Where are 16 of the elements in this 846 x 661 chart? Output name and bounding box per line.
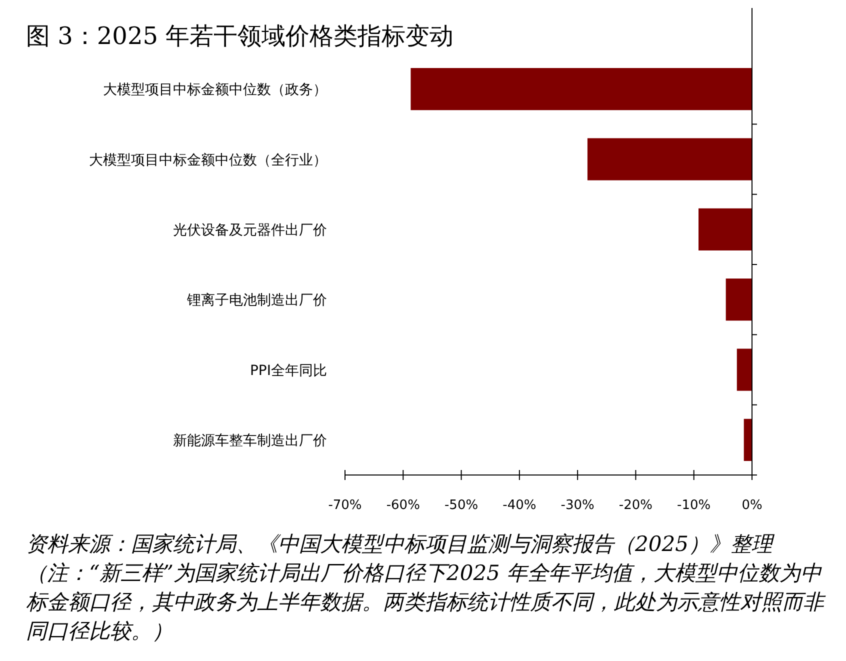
y-tick-label: 大模型项目中标金额中位数（政务） — [103, 82, 327, 98]
y-tick-label: 大模型项目中标金额中位数（全行业） — [89, 152, 327, 168]
y-tick-label: 新能源车整车制造出厂价 — [173, 432, 327, 449]
x-tick-label: -70% — [328, 498, 362, 513]
text: 资料来源：国家统计局、《中国大模型中标项目监测与洞察报告（2025）》整理（注：“新三样”为国家统计局出厂价格口径下2025 年全年平均值，大模型中位数为中标金额口径，其中政务为上半年数据。两类指标统计性质不同，此处为示意性对照而非同口径比较。） — [26, 531, 827, 645]
x-tick-label: -40% — [502, 498, 536, 513]
x-tick-label: -50% — [444, 498, 478, 513]
y-tick-label: 光伏设备及元器件出厂价 — [173, 222, 327, 238]
y-tick-label: 锂离子电池制造出厂价 — [186, 292, 327, 309]
x-tick-label: -30% — [560, 498, 594, 513]
y-tick-label: PPI全年同比 — [250, 362, 327, 379]
x-tick-label: 0% — [742, 498, 762, 513]
text: 图 3：2025 年若干领域价格类指标变动 — [26, 22, 454, 50]
x-tick-label: -20% — [618, 498, 653, 513]
x-tick-label: -10% — [677, 498, 711, 513]
x-tick-label: -60% — [386, 498, 420, 513]
